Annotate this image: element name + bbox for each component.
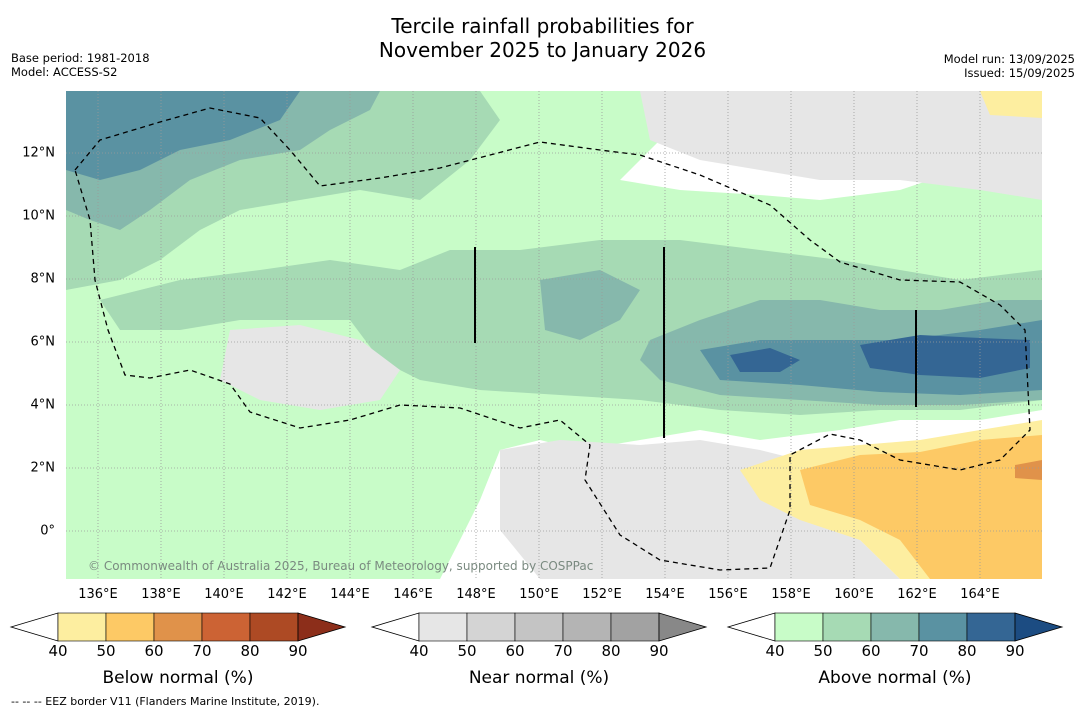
lat-label: 8°N bbox=[30, 271, 56, 287]
colorbar-segment bbox=[870, 612, 920, 642]
colorbar-min-triangle bbox=[726, 612, 776, 642]
colorbar-tick-label: 60 bbox=[144, 642, 164, 660]
lat-label: 10°N bbox=[22, 208, 55, 224]
lon-label: 136°E bbox=[78, 587, 118, 602]
colorbar-tick-label: 60 bbox=[861, 642, 881, 660]
colorbar-tick-label: 80 bbox=[957, 642, 977, 660]
colorbar-tick-label: 70 bbox=[909, 642, 929, 660]
lon-label: 146°E bbox=[393, 587, 433, 602]
colorbar-tick-label: 90 bbox=[288, 642, 308, 660]
model-name: Model: ACCESS-S2 bbox=[11, 65, 118, 79]
below-60-region bbox=[1015, 460, 1042, 480]
model-run: Model run: 13/09/2025 bbox=[943, 52, 1075, 66]
lon-label: 162°E bbox=[897, 587, 937, 602]
above-80-region bbox=[730, 335, 1030, 378]
colorbars bbox=[9, 612, 1064, 642]
lon-label: 138°E bbox=[141, 587, 181, 602]
colorbar-tick-label: 40 bbox=[48, 642, 68, 660]
colorbar-title: Near normal (%) bbox=[468, 668, 610, 688]
colorbar-tick-label: 50 bbox=[813, 642, 833, 660]
colorbar-title: Above normal (%) bbox=[818, 668, 972, 688]
base-period: Base period: 1981-2018 bbox=[11, 51, 150, 65]
colorbar-tick-label: 80 bbox=[240, 642, 260, 660]
lon-label: 144°E bbox=[330, 587, 370, 602]
colorbar-tick-label: 70 bbox=[192, 642, 212, 660]
lon-label: 148°E bbox=[456, 587, 496, 602]
colorbar-max-triangle bbox=[658, 612, 708, 642]
colorbar-segment bbox=[201, 612, 251, 642]
probability-field bbox=[66, 91, 1042, 579]
lat-label: 2°N bbox=[30, 460, 56, 476]
title-line-2: November 2025 to January 2026 bbox=[378, 38, 707, 62]
near-normal-region-ne bbox=[640, 91, 1042, 200]
colorbar-segment bbox=[153, 612, 203, 642]
colorbar-segment bbox=[466, 612, 516, 642]
colorbar-tick-label: 60 bbox=[505, 642, 525, 660]
colorbar-tick-label: 70 bbox=[553, 642, 573, 660]
eez-footnote: -- -- -- EEZ border V11 (Flanders Marine… bbox=[11, 695, 320, 708]
colorbar-segment bbox=[418, 612, 468, 642]
base-info: Base period: 1981-2018 Model: ACCESS-S2 bbox=[11, 51, 150, 79]
colorbar-tick-label: 40 bbox=[765, 642, 785, 660]
lon-label: 150°E bbox=[519, 587, 559, 602]
below-50-region bbox=[800, 435, 1042, 579]
colorbar-tick-label: 90 bbox=[1005, 642, 1025, 660]
above-60-region bbox=[66, 91, 1042, 405]
lon-label: 154°E bbox=[645, 587, 685, 602]
copyright-notice: © Commonwealth of Australia 2025, Bureau… bbox=[88, 559, 594, 573]
colorbar-tick-label: 50 bbox=[96, 642, 116, 660]
lat-label: 12°N bbox=[22, 145, 55, 161]
colorbar-title: Below normal (%) bbox=[102, 668, 254, 688]
lat-label: 6°N bbox=[30, 334, 56, 350]
colorbar-tick-label: 80 bbox=[601, 642, 621, 660]
colorbar-segment bbox=[514, 612, 564, 642]
lon-label: 142°E bbox=[267, 587, 307, 602]
title-line-1: Tercile rainfall probabilities for bbox=[391, 14, 694, 38]
lon-label: 158°E bbox=[771, 587, 811, 602]
colorbar-segment bbox=[966, 612, 1016, 642]
colorbar-segment bbox=[822, 612, 872, 642]
colorbar-min-triangle bbox=[9, 612, 59, 642]
colorbar-segment bbox=[610, 612, 660, 642]
colorbar-max-triangle bbox=[1014, 612, 1064, 642]
issued-date: Issued: 15/09/2025 bbox=[964, 66, 1075, 80]
lon-label: 156°E bbox=[708, 587, 748, 602]
colorbar-segment bbox=[562, 612, 612, 642]
colorbar-max-triangle bbox=[297, 612, 347, 642]
lon-label: 160°E bbox=[834, 587, 874, 602]
colorbar-min-triangle bbox=[370, 612, 420, 642]
colorbar-tick-label: 90 bbox=[649, 642, 669, 660]
near-normal-region-w bbox=[220, 325, 400, 410]
colorbar-tick-label: 50 bbox=[457, 642, 477, 660]
colorbar-segment bbox=[105, 612, 155, 642]
lon-label: 152°E bbox=[582, 587, 622, 602]
lon-label: 140°E bbox=[204, 587, 244, 602]
lon-label: 164°E bbox=[960, 587, 1000, 602]
run-info: Model run: 13/09/2025 Issued: 15/09/2025 bbox=[944, 52, 1075, 80]
eez-border-line bbox=[74, 107, 1031, 571]
lat-label: 0° bbox=[40, 523, 55, 539]
colorbar-segment bbox=[57, 612, 107, 642]
colorbar-segment bbox=[249, 612, 299, 642]
colorbar-segment bbox=[774, 612, 824, 642]
colorbar-tick-label: 40 bbox=[409, 642, 429, 660]
colorbar-segment bbox=[918, 612, 968, 642]
gridlines bbox=[66, 91, 1042, 579]
lat-label: 4°N bbox=[30, 397, 56, 413]
map-title: Tercile rainfall probabilities for Novem… bbox=[0, 14, 1085, 62]
